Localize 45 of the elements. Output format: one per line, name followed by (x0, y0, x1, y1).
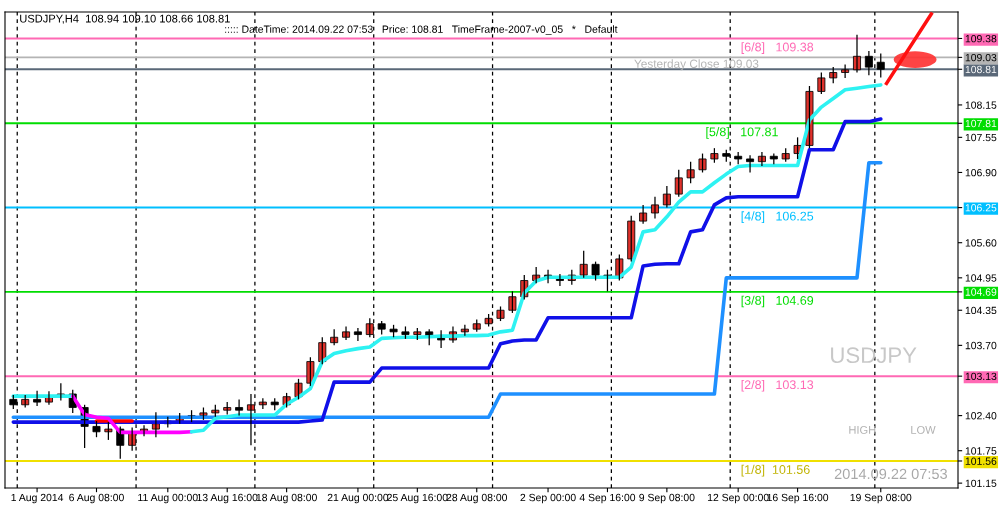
x-tick-label: 2 Sep 00:00 (520, 493, 576, 504)
y-tick-label: 106.25 (965, 204, 997, 212)
chart-title: USDJPY,H4 108.94 109.10 108.66 108.81 (20, 14, 230, 24)
x-tick-label: 18 Aug 08:00 (256, 493, 317, 504)
y-tick-label: 102.40 (965, 412, 997, 420)
x-tick-label: 1 Aug 2014 (11, 493, 64, 504)
y-tick-label: 108.81 (965, 65, 997, 74)
y-tick-label: 105.60 (965, 239, 997, 247)
x-tick-label: 6 Aug 08:00 (69, 493, 124, 504)
y-tick-label: 103.70 (965, 341, 997, 350)
x-tick-label: 16 Sep 16:00 (767, 493, 829, 504)
y-tick-label: 103.13 (965, 372, 997, 381)
x-tick-label: 28 Aug 08:00 (446, 493, 508, 504)
ref-line-label: [5/8] 107.81 (706, 127, 778, 139)
ref-line-label: [2/8] 103.13 (741, 379, 814, 392)
x-tick-label: 13 Aug 16:00 (197, 493, 258, 504)
ref-line-label: [3/8] 104.69 (741, 295, 814, 308)
y-tick-label: 107.81 (965, 119, 997, 128)
annotation: USDJPY (831, 347, 917, 364)
ref-line-label: Yesterday Close 109.03 (634, 59, 759, 71)
y-tick-label: 109.03 (965, 53, 997, 62)
x-tick-label: 12 Sep 00:00 (707, 493, 769, 504)
y-tick-label: 101.56 (965, 457, 997, 465)
y-tick-label: 101.75 (965, 447, 997, 455)
y-tick-label: 108.15 (965, 101, 997, 109)
ref-line-label: [4/8] 106.25 (741, 211, 814, 224)
y-tick-label: 104.35 (965, 306, 997, 315)
y-tick-label: 107.55 (965, 133, 997, 142)
x-tick-label: 4 Sep 16:00 (579, 493, 636, 504)
x-tick-label: 19 Sep 08:00 (850, 493, 912, 504)
x-tick-label: 11 Aug 00:00 (138, 493, 198, 504)
y-tick-label: 104.95 (965, 274, 997, 282)
ref-line-label: [1/8] 101.56 (741, 464, 810, 477)
y-tick-label: 106.90 (965, 168, 997, 177)
annotation: 2014.09.22 07:53 (834, 468, 947, 480)
x-tick-label: 9 Sep 08:00 (639, 493, 695, 504)
annotation: ::::: DateTime: 2014.09.22 07:53 Price: 108.81 TimeFrame-2007-v0_05 * Default (225, 25, 618, 35)
y-tick-label: 109.38 (965, 34, 997, 43)
ref-line-label: [6/8] 109.38 (741, 42, 814, 54)
x-tick-label: 21 Aug 00:00 (327, 493, 389, 504)
text: LOW (911, 425, 936, 434)
annotation: HIGH (849, 425, 876, 434)
y-tick-label: 101.15 (965, 479, 997, 488)
y-tick-label: 104.69 (965, 288, 997, 296)
x-tick-label: 25 Aug 16:00 (387, 493, 448, 504)
